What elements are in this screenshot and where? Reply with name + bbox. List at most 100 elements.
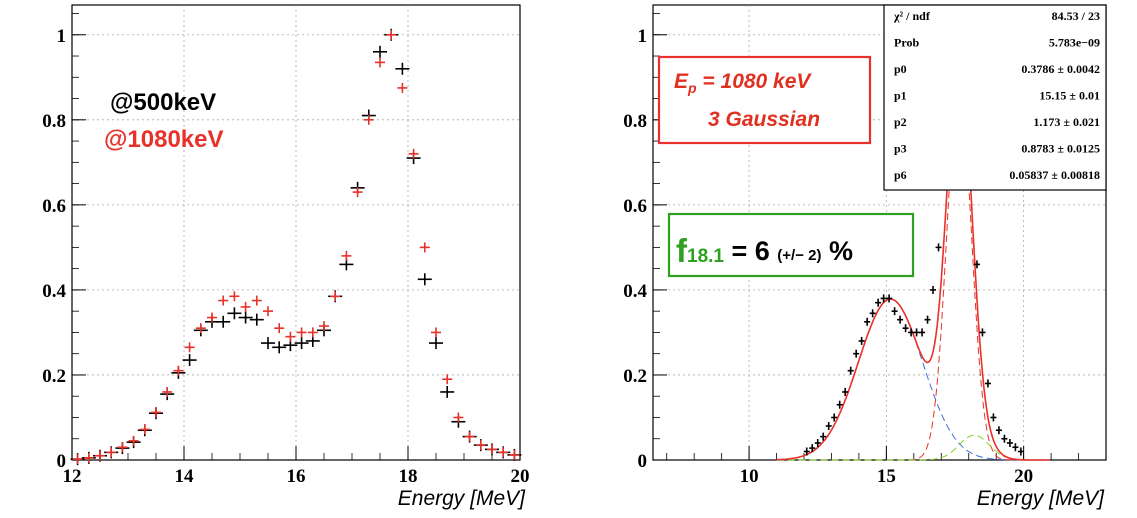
data-point-1080kev xyxy=(263,306,273,317)
data-point-fit xyxy=(1006,438,1013,447)
right-x-tick-label: 15 xyxy=(877,466,896,487)
data-point-fit xyxy=(990,413,997,422)
data-point-fit xyxy=(803,447,810,456)
left-y-tick-label: 0.8 xyxy=(42,111,66,132)
fit-stat-value: 0.05837 ± 0.00818 xyxy=(1009,168,1100,182)
data-point-1080kev xyxy=(151,407,161,418)
data-point-500kev xyxy=(227,307,242,320)
ep-label-line2: 3 Gaussian xyxy=(708,108,820,131)
data-point-1080kev xyxy=(453,412,464,423)
fit-stat-name: p3 xyxy=(894,142,907,156)
data-point-fit xyxy=(919,328,926,337)
data-point-1080kev xyxy=(487,444,497,455)
right-y-tick-label: 1 xyxy=(638,26,648,47)
data-point-1080kev xyxy=(319,321,329,332)
data-point-500kev xyxy=(238,311,253,324)
data-point-500kev xyxy=(182,354,197,367)
ep-label-subscript: p xyxy=(687,80,697,96)
data-point-fit xyxy=(908,328,915,337)
fit-stat-name: Prob xyxy=(894,36,919,50)
data-point-1080kev xyxy=(431,327,441,338)
data-point-fit xyxy=(886,294,893,303)
data-point-1080kev xyxy=(386,29,397,40)
left-y-tick-label: 0.4 xyxy=(42,281,66,302)
fit-stats-box: χ² / ndf 84.53 / 23 Prob 5.783e−09 p0 0.3786 … xyxy=(883,4,1107,191)
right-y-tick-label: 0.8 xyxy=(623,111,647,132)
data-point-fit xyxy=(995,426,1002,435)
left-x-tick-label: 12 xyxy=(63,466,82,487)
data-point-fit xyxy=(891,307,898,316)
data-point-1080kev xyxy=(375,57,385,68)
left-data-marks xyxy=(70,28,522,466)
ep-box-border xyxy=(657,55,872,145)
data-point-500kev xyxy=(261,337,275,350)
fraction-error: (+/− 2) xyxy=(777,247,821,264)
data-point-fit xyxy=(924,315,931,324)
data-point-500kev xyxy=(417,273,432,286)
data-point-1080kev xyxy=(162,386,173,397)
right-y-tick-label: 0.6 xyxy=(623,196,647,217)
data-point-fit xyxy=(847,366,854,375)
fraction-subscript: 18.1 xyxy=(687,246,724,267)
left-chart: 0 0.2 0.4 0.6 0.8 1 12 14 16 18 20 @500keV @1080ke… xyxy=(42,4,530,510)
data-point-1080kev xyxy=(173,365,184,376)
fraction-percent: % xyxy=(821,236,853,266)
data-point-1080kev xyxy=(498,447,509,458)
data-point-1080kev xyxy=(296,327,307,338)
data-point-500kev xyxy=(395,62,410,75)
data-point-fit xyxy=(1012,443,1019,452)
data-point-1080kev xyxy=(464,431,475,442)
data-point-1080kev xyxy=(274,323,285,334)
fraction-label: f18.1 = 6 (+/− 2) % xyxy=(676,232,853,269)
data-point-500kev xyxy=(429,337,443,350)
fit-total-curve xyxy=(776,53,1050,461)
right-x-axis-title: Energy [MeV] xyxy=(977,487,1105,510)
data-point-fit xyxy=(864,317,871,326)
fit-stat-value: 5.783e−09 xyxy=(1049,36,1100,50)
data-point-fit xyxy=(973,260,980,269)
data-point-1080kev xyxy=(419,242,430,253)
data-point-fit xyxy=(842,387,849,396)
right-axes: 0 0.2 0.4 0.6 0.8 1 10 15 20 xyxy=(623,13,1107,487)
data-point-1080kev xyxy=(240,301,251,312)
fit-component-broad xyxy=(776,298,1050,461)
data-point-1080kev xyxy=(442,374,453,385)
data-point-1080kev xyxy=(475,440,486,451)
data-point-fit xyxy=(913,328,920,337)
data-point-1080kev xyxy=(184,342,195,353)
fit-stat-value: 0.8783 ± 0.0125 xyxy=(1021,142,1100,156)
fraction-f: f xyxy=(676,232,688,269)
left-y-tick-label: 0.2 xyxy=(42,366,66,387)
data-point-fit xyxy=(979,328,986,337)
data-point-fit xyxy=(831,413,838,422)
data-point-500kev xyxy=(294,337,309,350)
data-point-1080kev xyxy=(307,327,318,338)
data-point-fit xyxy=(880,294,887,303)
data-point-1080kev xyxy=(285,331,296,342)
data-point-fit xyxy=(1001,434,1008,443)
data-point-1080kev xyxy=(229,291,240,302)
left-y-tick-label: 0.6 xyxy=(42,196,66,217)
data-point-1080kev xyxy=(341,250,352,261)
data-point-fit xyxy=(809,444,816,453)
data-point-1080kev xyxy=(509,449,520,460)
data-point-1080kev xyxy=(207,312,217,323)
left-x-axis-title: Energy [MeV] xyxy=(398,487,526,510)
data-point-1080kev xyxy=(218,295,229,306)
data-point-fit xyxy=(984,379,991,388)
right-y-tick-label: 0 xyxy=(638,451,648,472)
ep-label-line1: Ep = 1080 keV xyxy=(674,70,812,96)
ep-label-box: Ep = 1080 keV 3 Gaussian xyxy=(657,55,872,145)
fit-stat-name: p0 xyxy=(894,62,907,76)
fraction-value: = 6 xyxy=(724,236,777,266)
data-point-fit xyxy=(935,243,942,252)
left-y-tick-label: 0 xyxy=(57,451,67,472)
data-point-fit xyxy=(1017,447,1024,456)
data-point-fit xyxy=(836,400,843,409)
data-point-1080kev xyxy=(408,148,419,159)
left-x-tick-label: 18 xyxy=(399,466,418,487)
left-y-tick-label: 1 xyxy=(57,26,67,47)
legend-500kev: @500keV xyxy=(110,89,216,116)
fraction-box: f18.1 = 6 (+/− 2) % xyxy=(667,212,915,278)
